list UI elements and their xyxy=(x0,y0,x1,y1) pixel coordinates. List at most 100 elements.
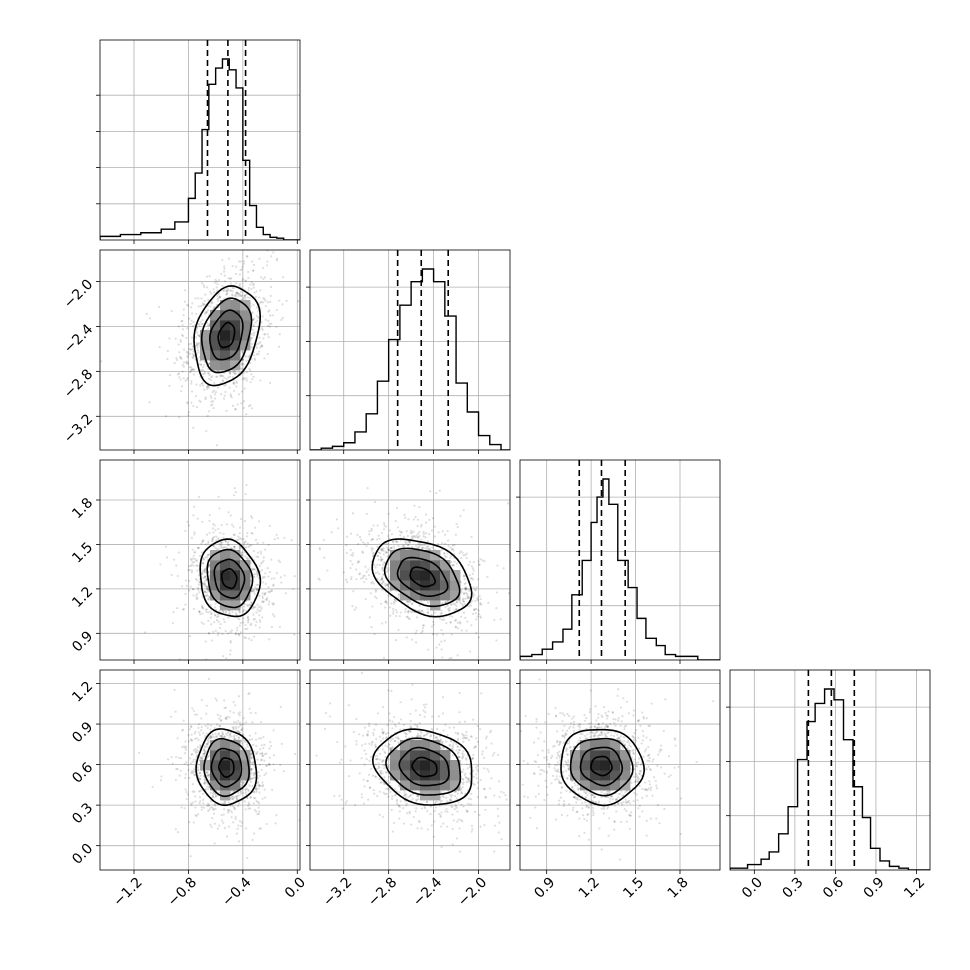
contour-3 xyxy=(199,538,262,618)
scatter-point xyxy=(409,610,412,613)
scatter-point xyxy=(232,370,235,374)
scatter-point xyxy=(224,539,227,543)
scatter-point xyxy=(221,731,224,734)
scatter-point xyxy=(421,546,424,550)
scatter-point xyxy=(254,586,257,589)
density-cell xyxy=(210,590,221,601)
scatter-point xyxy=(202,303,206,306)
scatter-point xyxy=(257,787,260,790)
scatter-point xyxy=(231,286,234,289)
scatter-point xyxy=(281,316,284,320)
scatter-point xyxy=(207,323,211,327)
density-cell xyxy=(390,570,401,581)
scatter-point xyxy=(157,305,161,308)
scatter-point xyxy=(397,596,400,599)
scatter-point xyxy=(237,393,241,396)
scatter-point xyxy=(446,529,449,533)
scatter-point xyxy=(196,343,199,346)
scatter-point xyxy=(238,611,241,614)
scatter-point xyxy=(206,324,210,327)
scatter-point xyxy=(247,558,250,561)
scatter-point xyxy=(205,771,208,774)
scatter-point xyxy=(468,597,471,600)
scatter-point xyxy=(454,619,457,622)
scatter-point xyxy=(238,260,241,263)
scatter-point xyxy=(206,387,209,390)
scatter-point xyxy=(392,612,395,615)
scatter-point xyxy=(414,515,417,519)
scatter-point xyxy=(249,369,252,372)
scatter-point xyxy=(239,824,243,828)
scatter-point xyxy=(203,575,206,578)
scatter-point xyxy=(244,294,247,297)
scatter-point xyxy=(283,574,286,577)
panel-frame xyxy=(729,669,931,871)
scatter-point xyxy=(204,543,207,546)
scatter-point xyxy=(408,617,411,621)
scatter-point xyxy=(224,540,227,543)
scatter-point xyxy=(252,323,255,326)
scatter-point xyxy=(233,807,236,810)
scatter-point xyxy=(195,751,198,754)
scatter-point xyxy=(349,560,352,563)
scatter-point xyxy=(270,322,273,325)
scatter-point xyxy=(365,577,368,581)
scatter-point xyxy=(206,371,210,375)
scatter-point xyxy=(428,547,431,550)
scatter-point xyxy=(209,616,212,619)
scatter-point xyxy=(437,531,440,534)
scatter-point xyxy=(381,563,385,567)
scatter-point xyxy=(382,528,386,531)
scatter-point xyxy=(181,608,185,611)
scatter-point xyxy=(272,754,276,757)
scatter-point xyxy=(443,555,447,558)
scatter-point xyxy=(364,597,367,601)
scatter-point xyxy=(200,551,203,554)
scatter-point xyxy=(266,353,269,356)
scatter-point xyxy=(268,763,271,766)
scatter-point xyxy=(264,299,267,302)
scatter-point xyxy=(195,595,198,598)
scatter-point xyxy=(205,712,208,715)
scatter-point xyxy=(397,628,400,631)
scatter-point xyxy=(463,603,467,606)
scatter-point xyxy=(261,600,264,603)
scatter-point xyxy=(206,593,209,597)
scatter-point xyxy=(206,321,209,325)
scatter-point xyxy=(242,260,246,263)
scatter-point xyxy=(207,298,210,301)
scatter-point xyxy=(368,616,371,619)
scatter-point xyxy=(247,807,250,810)
scatter-point xyxy=(433,525,436,528)
scatter-point xyxy=(330,531,333,534)
scatter-point xyxy=(250,767,253,771)
scatter-point xyxy=(244,788,247,792)
scatter-point xyxy=(477,609,480,612)
scatter-point xyxy=(423,543,426,547)
scatter-point xyxy=(421,546,424,549)
scatter-point xyxy=(213,524,216,527)
density-cell xyxy=(430,580,441,591)
scatter-point xyxy=(271,603,275,606)
scatter-point xyxy=(385,602,389,605)
scatter-point xyxy=(198,610,201,613)
scatter-point xyxy=(208,362,211,365)
scatter-point xyxy=(239,268,242,272)
scatter-point xyxy=(260,607,263,610)
scatter-point xyxy=(237,824,240,827)
scatter-point xyxy=(416,532,420,535)
scatter-point xyxy=(273,538,276,541)
scatter-point xyxy=(203,580,207,583)
scatter-point xyxy=(238,634,241,637)
scatter-point xyxy=(408,541,412,544)
scatter-point xyxy=(238,548,241,551)
scatter-point xyxy=(268,322,271,325)
scatter-point xyxy=(230,811,234,814)
scatter-point xyxy=(451,564,454,567)
scatter-point xyxy=(184,788,187,791)
scatter-point xyxy=(199,304,203,308)
scatter-point xyxy=(222,546,225,549)
scatter-point xyxy=(214,528,217,532)
scatter-point xyxy=(261,797,264,800)
scatter-point xyxy=(253,331,256,334)
